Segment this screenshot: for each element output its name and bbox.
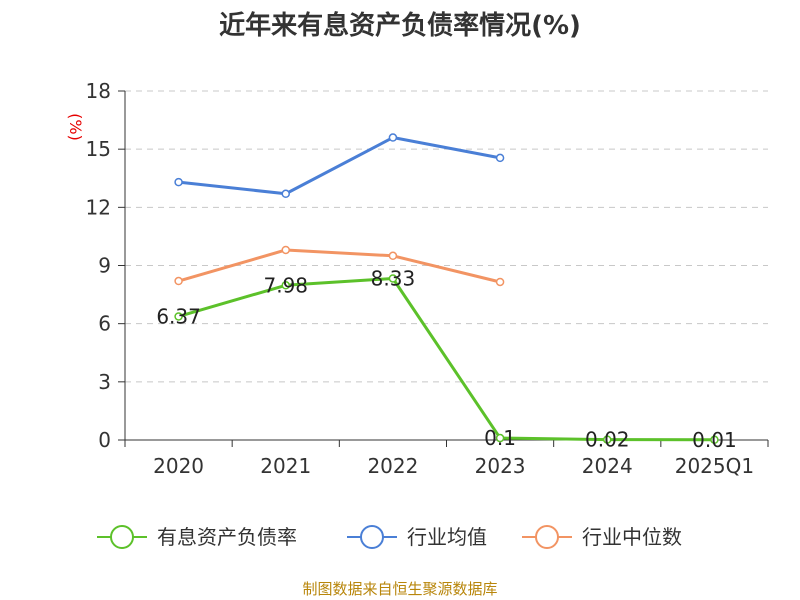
data-point — [281, 245, 290, 255]
source-note: 制图数据来自恒生聚源数据库 — [302, 580, 497, 598]
x-tick-label: 2023 — [475, 454, 526, 478]
data-label: 6.37 — [156, 304, 201, 328]
legend: 有息资产负债率 行业均值 行业中位数 — [97, 525, 682, 549]
y-tick-label: 15 — [86, 137, 111, 161]
data-point — [174, 177, 183, 187]
x-tick-label: 2025Q1 — [675, 454, 754, 478]
x-tick-label: 2024 — [582, 454, 633, 478]
data-point — [388, 274, 398, 283]
data-point — [281, 281, 290, 290]
y-tick-label: 18 — [86, 79, 111, 103]
data-point — [710, 435, 719, 445]
legend-swatch-marker — [535, 525, 559, 549]
y-tick-label: 12 — [86, 195, 111, 219]
data-label: 7.98 — [263, 273, 308, 297]
data-point — [495, 277, 505, 287]
x-tick-label: 2021 — [260, 454, 311, 478]
x-tick-label: 2022 — [367, 454, 418, 478]
data-label: 0.02 — [585, 428, 630, 452]
data-point — [388, 133, 398, 142]
series-line-1 — [178, 276, 715, 442]
x-tick-label: 2020 — [153, 454, 204, 478]
data-point — [495, 153, 505, 163]
y-tick-label: 9 — [98, 254, 111, 278]
data-point — [174, 312, 183, 321]
gridlines — [125, 90, 768, 383]
series-line-3 — [178, 248, 501, 284]
series-line-2 — [178, 136, 501, 196]
y-axis-unit: (%) — [66, 113, 85, 141]
data-label: 8.33 — [371, 266, 416, 290]
data-point — [495, 433, 505, 443]
data-point — [174, 276, 183, 286]
data-point — [603, 435, 612, 444]
legend-label: 行业中位数 — [582, 525, 682, 549]
data-point — [281, 189, 290, 199]
legend-label: 行业均值 — [407, 525, 487, 549]
data-labels: 6.37 7.98 8.33 0.1 0.02 0.01 — [156, 266, 736, 451]
legend-swatch-marker — [360, 525, 384, 549]
y-tick-label: 3 — [98, 370, 111, 394]
y-tick-label: 6 — [98, 312, 111, 336]
legend-swatch-marker — [110, 525, 134, 549]
axes: 0 3 6 9 12 15 18 2020 2021 2022 2023 2024 2025Q1 — [86, 79, 769, 478]
chart-title: 近年来有息资产负债率情况(%) — [219, 10, 581, 41]
series-lines — [174, 133, 719, 445]
data-label: 0.01 — [692, 428, 737, 452]
legend-label: 有息资产负债率 — [157, 525, 297, 549]
data-point — [388, 251, 398, 261]
y-tick-label: 0 — [98, 428, 111, 452]
data-label: 0.1 — [484, 426, 516, 450]
